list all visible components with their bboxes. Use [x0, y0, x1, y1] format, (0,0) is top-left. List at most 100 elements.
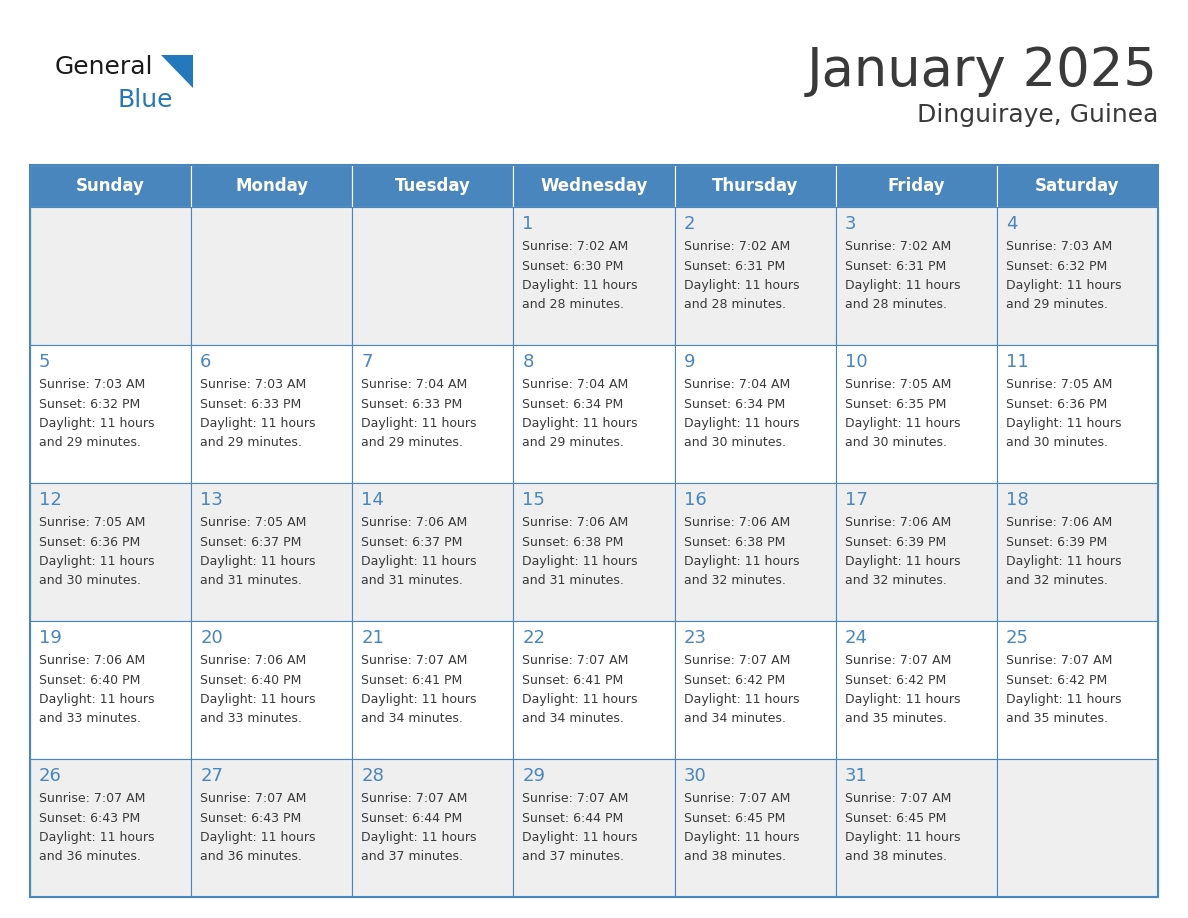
Text: and 30 minutes.: and 30 minutes.: [683, 436, 785, 450]
Text: Sunset: 6:36 PM: Sunset: 6:36 PM: [39, 535, 140, 548]
Text: Sunrise: 7:07 AM: Sunrise: 7:07 AM: [845, 654, 952, 667]
Text: 6: 6: [200, 353, 211, 371]
Text: Sunset: 6:38 PM: Sunset: 6:38 PM: [523, 535, 624, 548]
Text: Sunrise: 7:06 AM: Sunrise: 7:06 AM: [523, 516, 628, 529]
Text: 23: 23: [683, 629, 707, 647]
Bar: [997, 345, 1158, 483]
Text: and 34 minutes.: and 34 minutes.: [683, 712, 785, 725]
Text: Sunset: 6:38 PM: Sunset: 6:38 PM: [683, 535, 785, 548]
Text: Saturday: Saturday: [1035, 177, 1119, 195]
Text: Sunrise: 7:06 AM: Sunrise: 7:06 AM: [361, 516, 468, 529]
Text: and 30 minutes.: and 30 minutes.: [845, 436, 947, 450]
Text: Daylight: 11 hours: Daylight: 11 hours: [683, 417, 800, 430]
Text: and 38 minutes.: and 38 minutes.: [845, 850, 947, 864]
Bar: [997, 207, 1158, 345]
Text: Sunset: 6:41 PM: Sunset: 6:41 PM: [523, 674, 624, 687]
Bar: [30, 345, 191, 483]
Bar: [353, 759, 513, 897]
Text: Sunrise: 7:05 AM: Sunrise: 7:05 AM: [1006, 378, 1112, 391]
Text: Daylight: 11 hours: Daylight: 11 hours: [1006, 279, 1121, 292]
Text: Sunset: 6:42 PM: Sunset: 6:42 PM: [845, 674, 946, 687]
Text: 19: 19: [39, 629, 62, 647]
Text: and 30 minutes.: and 30 minutes.: [39, 575, 141, 588]
Text: 31: 31: [845, 767, 867, 785]
Bar: [353, 345, 513, 483]
Text: Sunset: 6:45 PM: Sunset: 6:45 PM: [845, 812, 946, 824]
Text: Sunrise: 7:06 AM: Sunrise: 7:06 AM: [200, 654, 307, 667]
Text: Daylight: 11 hours: Daylight: 11 hours: [39, 831, 154, 844]
Text: Daylight: 11 hours: Daylight: 11 hours: [39, 417, 154, 430]
Text: Sunset: 6:32 PM: Sunset: 6:32 PM: [39, 397, 140, 410]
Text: Sunset: 6:30 PM: Sunset: 6:30 PM: [523, 260, 624, 273]
Bar: [835, 345, 997, 483]
Text: Sunrise: 7:03 AM: Sunrise: 7:03 AM: [1006, 240, 1112, 253]
Text: Sunset: 6:34 PM: Sunset: 6:34 PM: [683, 397, 785, 410]
Text: Daylight: 11 hours: Daylight: 11 hours: [523, 279, 638, 292]
Text: Sunrise: 7:03 AM: Sunrise: 7:03 AM: [200, 378, 307, 391]
Text: 28: 28: [361, 767, 384, 785]
Text: Daylight: 11 hours: Daylight: 11 hours: [39, 693, 154, 706]
Text: 22: 22: [523, 629, 545, 647]
Text: and 29 minutes.: and 29 minutes.: [1006, 298, 1107, 311]
Bar: [191, 483, 353, 621]
Text: Sunset: 6:40 PM: Sunset: 6:40 PM: [200, 674, 302, 687]
Text: Sunset: 6:35 PM: Sunset: 6:35 PM: [845, 397, 946, 410]
Text: Sunrise: 7:05 AM: Sunrise: 7:05 AM: [39, 516, 145, 529]
Text: Sunrise: 7:07 AM: Sunrise: 7:07 AM: [845, 792, 952, 805]
Text: Daylight: 11 hours: Daylight: 11 hours: [1006, 555, 1121, 568]
Text: Wednesday: Wednesday: [541, 177, 647, 195]
Text: 30: 30: [683, 767, 707, 785]
Text: 25: 25: [1006, 629, 1029, 647]
Text: and 32 minutes.: and 32 minutes.: [1006, 575, 1107, 588]
Bar: [513, 759, 675, 897]
Text: Friday: Friday: [887, 177, 946, 195]
Bar: [835, 621, 997, 759]
Bar: [353, 165, 513, 207]
Text: and 31 minutes.: and 31 minutes.: [361, 575, 463, 588]
Text: Sunrise: 7:07 AM: Sunrise: 7:07 AM: [200, 792, 307, 805]
Text: and 29 minutes.: and 29 minutes.: [200, 436, 302, 450]
Text: Sunset: 6:37 PM: Sunset: 6:37 PM: [361, 535, 462, 548]
Bar: [191, 165, 353, 207]
Text: Daylight: 11 hours: Daylight: 11 hours: [845, 279, 960, 292]
Bar: [30, 165, 191, 207]
Text: Sunset: 6:45 PM: Sunset: 6:45 PM: [683, 812, 785, 824]
Text: Blue: Blue: [118, 88, 173, 112]
Text: Sunset: 6:39 PM: Sunset: 6:39 PM: [845, 535, 946, 548]
Text: and 36 minutes.: and 36 minutes.: [39, 850, 141, 864]
Text: and 31 minutes.: and 31 minutes.: [200, 575, 302, 588]
Bar: [353, 621, 513, 759]
Text: 1: 1: [523, 215, 533, 233]
Text: Daylight: 11 hours: Daylight: 11 hours: [39, 555, 154, 568]
Text: Daylight: 11 hours: Daylight: 11 hours: [200, 555, 316, 568]
Text: Monday: Monday: [235, 177, 308, 195]
Text: General: General: [55, 55, 153, 79]
Text: Daylight: 11 hours: Daylight: 11 hours: [361, 831, 476, 844]
Text: Sunset: 6:33 PM: Sunset: 6:33 PM: [200, 397, 302, 410]
Text: 17: 17: [845, 491, 867, 509]
Text: and 32 minutes.: and 32 minutes.: [845, 575, 947, 588]
Text: Sunrise: 7:07 AM: Sunrise: 7:07 AM: [523, 792, 628, 805]
Bar: [30, 483, 191, 621]
Text: Sunrise: 7:02 AM: Sunrise: 7:02 AM: [683, 240, 790, 253]
Text: Daylight: 11 hours: Daylight: 11 hours: [683, 831, 800, 844]
Text: Sunset: 6:42 PM: Sunset: 6:42 PM: [1006, 674, 1107, 687]
Text: 26: 26: [39, 767, 62, 785]
Text: 7: 7: [361, 353, 373, 371]
Text: and 30 minutes.: and 30 minutes.: [1006, 436, 1108, 450]
Text: Daylight: 11 hours: Daylight: 11 hours: [523, 693, 638, 706]
Text: 8: 8: [523, 353, 533, 371]
Text: and 35 minutes.: and 35 minutes.: [1006, 712, 1108, 725]
Bar: [191, 759, 353, 897]
Text: Sunset: 6:31 PM: Sunset: 6:31 PM: [845, 260, 946, 273]
Text: Daylight: 11 hours: Daylight: 11 hours: [361, 693, 476, 706]
Text: Sunset: 6:41 PM: Sunset: 6:41 PM: [361, 674, 462, 687]
Text: 3: 3: [845, 215, 857, 233]
Text: and 38 minutes.: and 38 minutes.: [683, 850, 785, 864]
Text: Sunrise: 7:07 AM: Sunrise: 7:07 AM: [683, 792, 790, 805]
Text: Daylight: 11 hours: Daylight: 11 hours: [683, 279, 800, 292]
Text: Sunrise: 7:06 AM: Sunrise: 7:06 AM: [845, 516, 950, 529]
Text: Dinguiraye, Guinea: Dinguiraye, Guinea: [917, 103, 1158, 127]
Text: and 28 minutes.: and 28 minutes.: [523, 298, 625, 311]
Text: Daylight: 11 hours: Daylight: 11 hours: [523, 555, 638, 568]
